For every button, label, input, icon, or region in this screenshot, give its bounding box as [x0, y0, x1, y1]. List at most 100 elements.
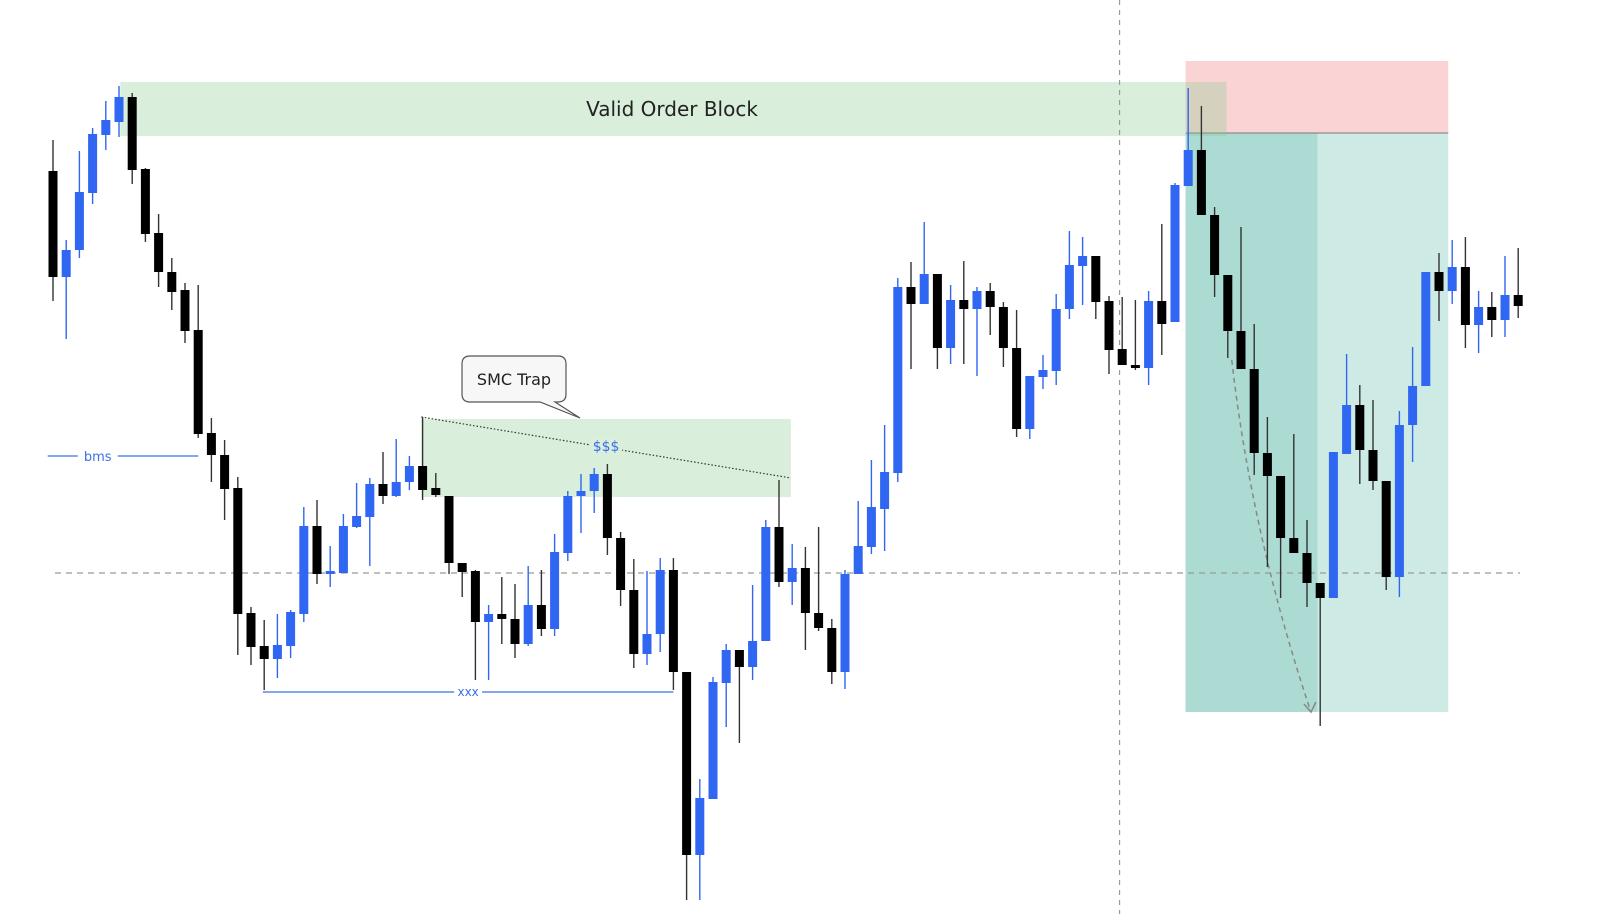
candle-body — [457, 563, 467, 572]
candle-body — [246, 613, 256, 647]
bullish-candle — [1064, 231, 1074, 319]
candle-body — [748, 641, 758, 667]
candle-body — [259, 646, 269, 659]
bearish-candle — [1249, 324, 1259, 475]
bearish-candle — [959, 261, 969, 364]
candle-body — [1025, 376, 1035, 429]
bullish-candle — [404, 456, 414, 490]
candle-body — [404, 466, 414, 482]
bearish-candle — [1210, 207, 1220, 297]
candle-body — [985, 291, 995, 307]
bullish-candle — [1408, 347, 1418, 462]
candle-body — [1104, 301, 1114, 350]
bullish-candle — [1170, 183, 1180, 322]
candle-body — [880, 472, 890, 509]
bearish-candle — [1276, 476, 1286, 598]
bearish-candle — [1368, 400, 1378, 490]
candle-body — [114, 97, 124, 122]
candle-body — [893, 287, 903, 473]
candle-body — [299, 526, 309, 614]
candle-body — [629, 590, 639, 654]
xxx-label: xxx — [457, 685, 478, 699]
candle-body — [1500, 295, 1510, 320]
bearish-candle — [1117, 297, 1127, 365]
bearish-candle — [48, 140, 58, 301]
candle-body — [932, 274, 942, 348]
bearish-candle — [668, 558, 678, 690]
bullish-candle — [391, 439, 401, 497]
bullish-candle — [61, 240, 71, 339]
candle-body — [576, 491, 586, 496]
order-block-label: Valid Order Block — [586, 97, 758, 121]
bearish-candle — [180, 283, 190, 343]
candle-body — [1355, 405, 1365, 450]
bullish-candle — [1051, 294, 1061, 385]
bms-label: bms — [84, 450, 112, 465]
projection-arrow — [1231, 359, 1312, 713]
candle-body — [312, 526, 322, 574]
bearish-candle — [140, 168, 150, 242]
bullish-candle — [1025, 376, 1035, 439]
bearish-candle — [1130, 300, 1140, 370]
bullish-candle — [721, 644, 731, 727]
bullish-candle — [1394, 411, 1404, 597]
bullish-candle — [286, 610, 296, 658]
bullish-candle — [946, 285, 956, 364]
candle-body — [1315, 583, 1325, 598]
bullish-candle — [1328, 452, 1338, 598]
candle-body — [1276, 476, 1286, 538]
zones-layer — [120, 61, 1449, 712]
candle-body — [550, 552, 560, 629]
candle-body — [563, 496, 573, 553]
candle-body — [906, 287, 916, 304]
stop-loss-zone — [1185, 61, 1449, 133]
bullish-candle — [866, 460, 876, 554]
candle-body — [378, 484, 388, 496]
candle-body — [1117, 349, 1127, 365]
candle-body — [682, 672, 692, 855]
bullish-candle — [101, 101, 111, 150]
bullish-candle — [840, 570, 850, 689]
candle-body — [510, 619, 520, 644]
bullish-candle — [787, 544, 797, 605]
candle-body — [708, 682, 718, 799]
candle-body — [1183, 150, 1193, 186]
candle-body — [1236, 331, 1246, 369]
bullish-candle — [272, 614, 282, 678]
bearish-candle — [800, 547, 810, 650]
candle-body — [233, 488, 243, 614]
bullish-candle — [655, 558, 665, 652]
candle-body — [431, 488, 441, 495]
candles-layer — [48, 86, 1523, 900]
candle-body — [1157, 301, 1167, 324]
projection-arrowhead — [1303, 701, 1317, 714]
candle-body — [1012, 348, 1022, 429]
candle-body — [998, 307, 1008, 348]
candle-body — [286, 612, 296, 646]
candle-body — [1421, 272, 1431, 386]
candle-body — [180, 290, 190, 331]
candle-body — [338, 526, 348, 573]
bullish-candle — [893, 278, 903, 482]
bullish-candle — [589, 468, 599, 513]
bearish-candle — [1012, 310, 1022, 437]
bearish-candle — [932, 274, 942, 369]
bearish-candle — [1355, 385, 1365, 484]
bearish-candle — [1513, 248, 1523, 318]
bullish-candle — [1447, 240, 1457, 304]
liquidity-label: $$$ — [593, 439, 620, 455]
bearish-candle — [1302, 520, 1312, 607]
bearish-candle — [814, 527, 824, 631]
bullish-candle — [576, 474, 586, 533]
bearish-candle — [497, 577, 507, 644]
bullish-candle — [338, 514, 348, 573]
candle-body — [1328, 452, 1338, 598]
bullish-candle — [325, 546, 335, 587]
smc-trap-label: SMC Trap — [477, 370, 551, 389]
candle-body — [352, 516, 362, 527]
bullish-candle — [114, 86, 124, 137]
candle-body — [1038, 370, 1048, 377]
bearish-candle — [259, 620, 269, 690]
candle-body — [589, 474, 599, 491]
candle-body — [1210, 215, 1220, 275]
